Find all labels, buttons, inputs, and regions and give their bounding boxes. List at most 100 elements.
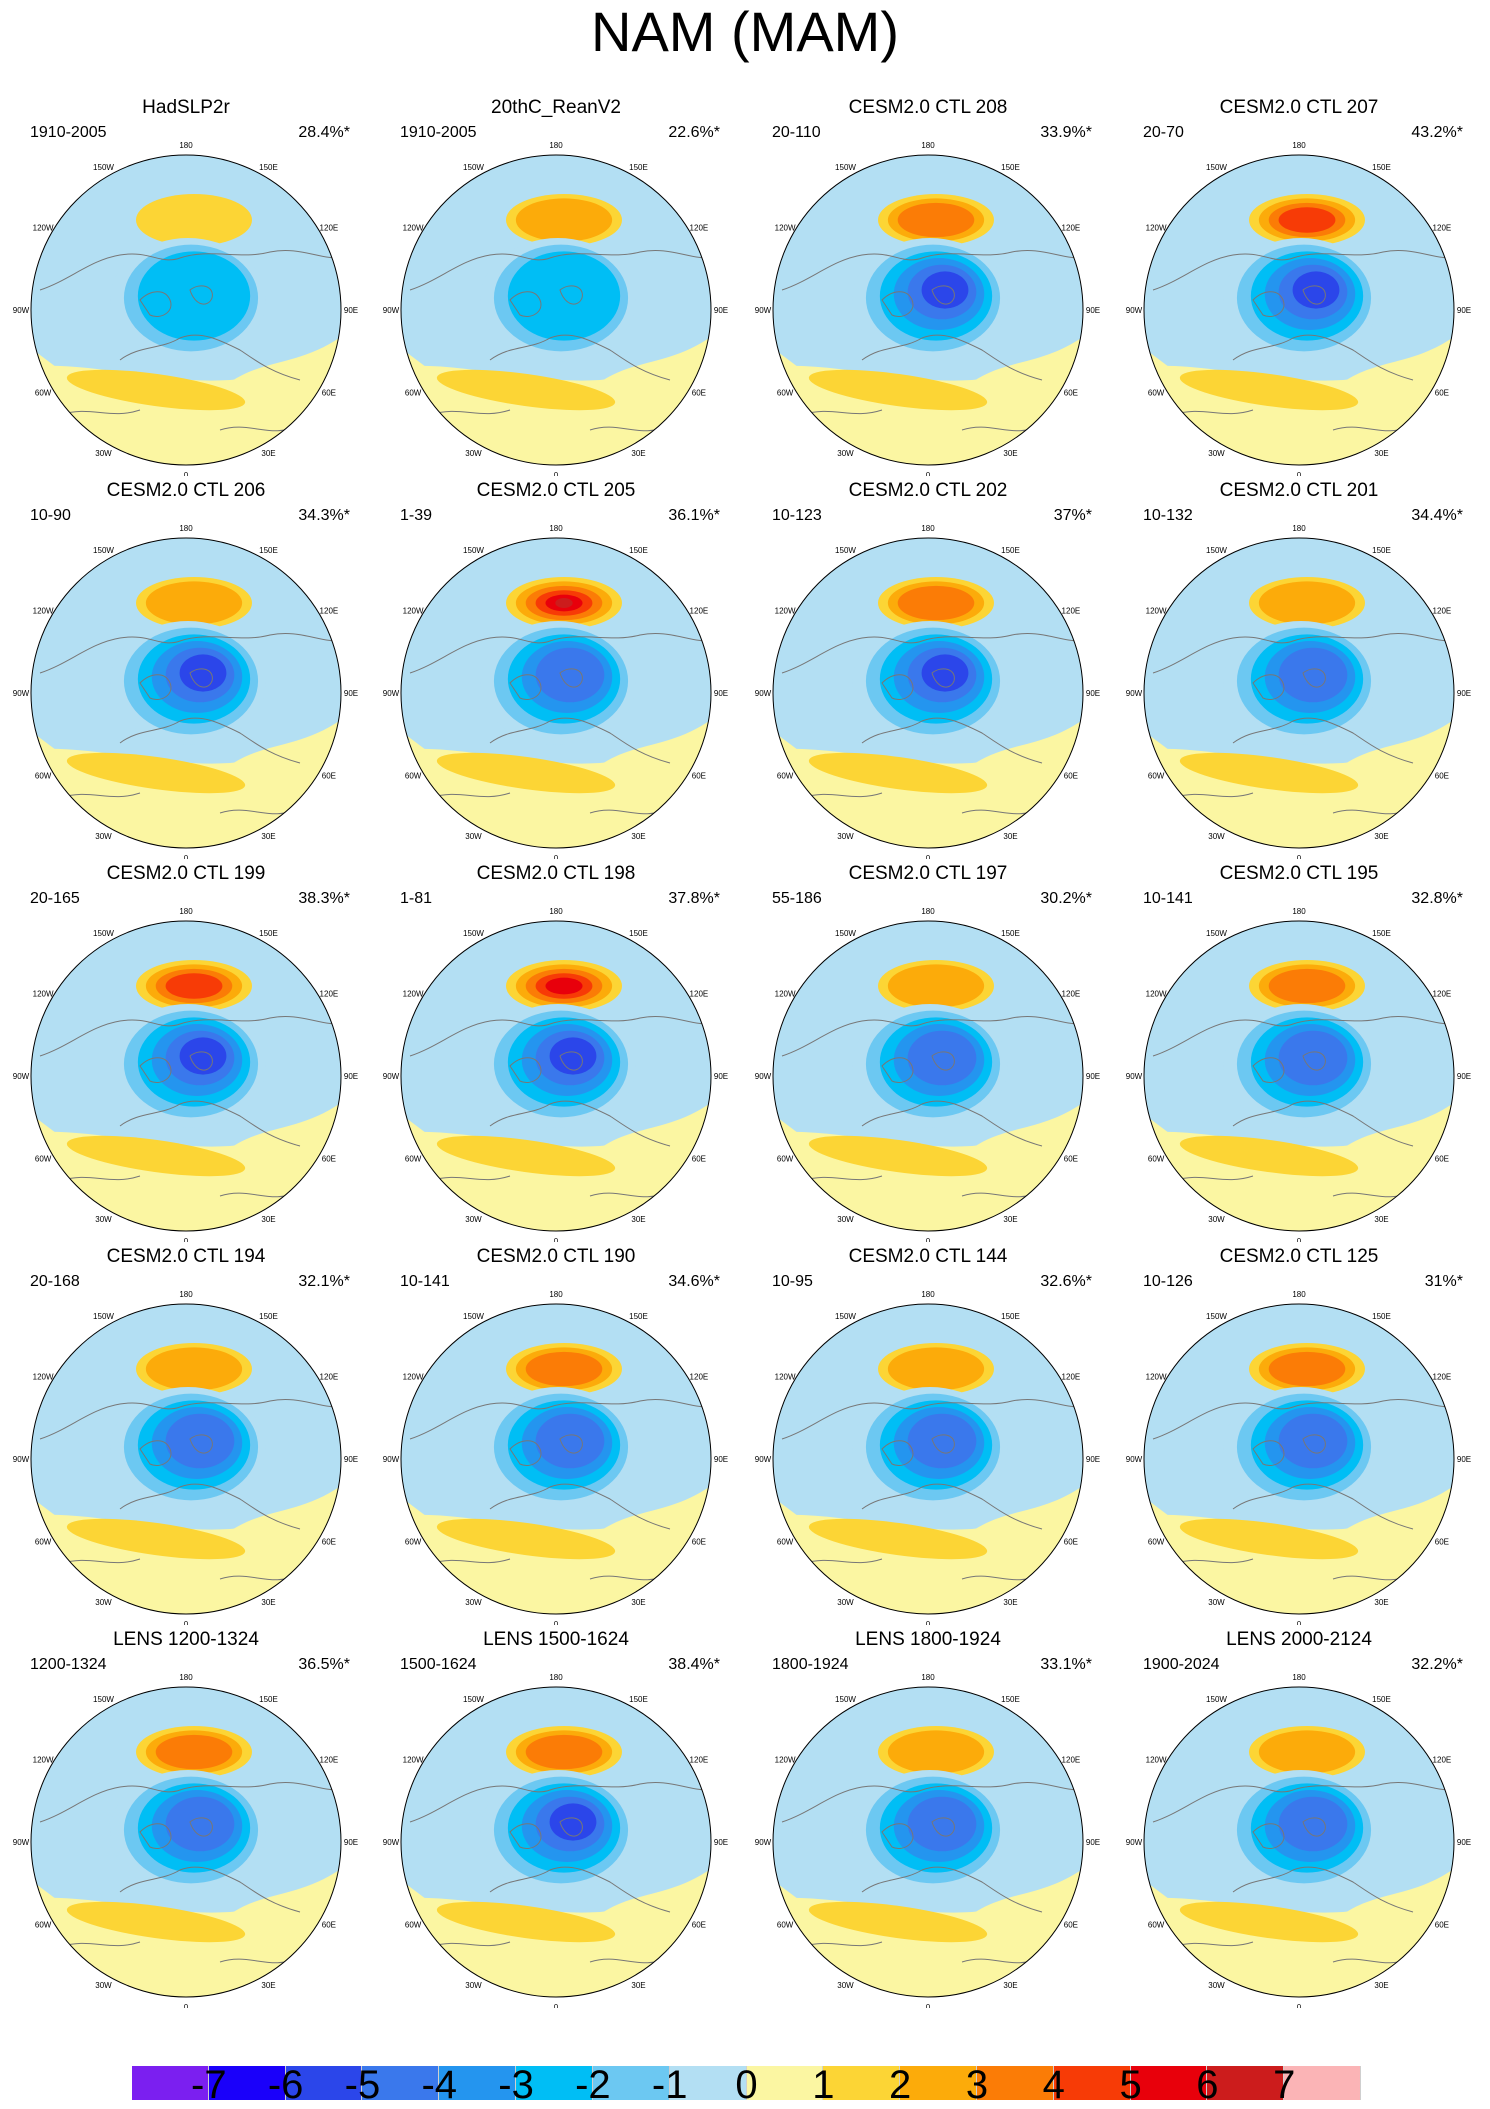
longitude-label: 120E bbox=[1433, 607, 1452, 616]
pacific-positive-contour bbox=[515, 198, 613, 242]
longitude-label: 180 bbox=[921, 141, 935, 150]
pacific-positive-contour bbox=[155, 1734, 233, 1770]
panel-period: 1-81 bbox=[400, 890, 433, 907]
arctic-negative-contour bbox=[921, 271, 969, 309]
panel-period: 20-110 bbox=[772, 124, 821, 141]
longitude-label: 60W bbox=[35, 772, 52, 781]
polar-map: 180 150E 120E 90E 60E 30E 0 30W 60W 90W 120W 150W bbox=[13, 524, 358, 859]
longitude-label: 120E bbox=[320, 607, 339, 616]
coastline bbox=[861, 1483, 1043, 1530]
longitude-label: 60E bbox=[692, 1155, 706, 1164]
longitude-label: 30W bbox=[95, 1598, 112, 1607]
longitude-label: 180 bbox=[179, 141, 193, 150]
atlantic-positive-contour bbox=[1179, 1901, 1359, 1943]
longitude-label: 60W bbox=[405, 1921, 422, 1930]
coastline bbox=[139, 285, 213, 317]
longitude-label: 0 bbox=[184, 471, 189, 476]
longitude-label: 60W bbox=[35, 1921, 52, 1930]
longitude-label: 120W bbox=[403, 1373, 424, 1382]
map-panel: CESM2.0 CTL 199 20-165 38.3%* 180 150E 120E 90… bbox=[0, 862, 372, 1242]
pacific-positive-contour bbox=[545, 977, 583, 995]
coastline bbox=[1152, 633, 1454, 674]
panel-variance: 32.2%* bbox=[1411, 1656, 1463, 1673]
longitude-label: 150E bbox=[629, 546, 648, 555]
panel-variance: 36.5%* bbox=[298, 1656, 350, 1673]
panel-period: 20-168 bbox=[30, 1273, 80, 1290]
coastline bbox=[39, 1782, 341, 1823]
longitude-label: 90E bbox=[714, 1455, 728, 1464]
longitude-label: 90W bbox=[13, 306, 30, 315]
arctic-negative-contour bbox=[535, 647, 605, 703]
longitude-label: 120E bbox=[320, 990, 339, 999]
arctic-negative-contour bbox=[179, 1037, 227, 1075]
longitude-label: 0 bbox=[554, 1237, 559, 1242]
longitude-label: 120W bbox=[33, 607, 54, 616]
panel-variance: 34.3%* bbox=[298, 507, 350, 524]
longitude-label: 180 bbox=[179, 1673, 193, 1682]
colorbar-box bbox=[976, 2066, 1054, 2100]
map-boundary bbox=[1143, 537, 1455, 849]
panel-period: 1910-2005 bbox=[30, 124, 107, 141]
longitude-label: 150W bbox=[463, 1695, 484, 1704]
longitude-label: 150E bbox=[1372, 1312, 1391, 1321]
panel-variance: 37.8%* bbox=[668, 890, 720, 907]
longitude-label: 150W bbox=[93, 163, 114, 172]
coastline bbox=[489, 717, 671, 764]
longitude-label: 120E bbox=[1062, 607, 1081, 616]
colorbar-tick-label: -6 bbox=[267, 2063, 304, 2107]
colorbar-tick-label: -3 bbox=[498, 2063, 534, 2107]
longitude-label: 30W bbox=[95, 1981, 112, 1990]
longitude-label: 150E bbox=[259, 546, 278, 555]
longitude-label: 30E bbox=[1374, 449, 1388, 458]
panel-title: CESM2.0 CTL 190 bbox=[476, 1246, 636, 1267]
arctic-negative-contour bbox=[179, 654, 227, 692]
longitude-label: 90W bbox=[13, 1072, 30, 1081]
atlantic-positive-contour bbox=[1179, 1518, 1359, 1560]
colorbar-tick-label: -5 bbox=[344, 2063, 381, 2107]
map-panel: LENS 1800-1924 1800-1924 33.1%* 180 150E 120E… bbox=[742, 1628, 1114, 2008]
map-boundary bbox=[400, 920, 712, 1232]
longitude-label: 150E bbox=[1372, 1695, 1391, 1704]
colorbar-box bbox=[900, 2066, 977, 2100]
longitude-label: 30W bbox=[95, 1215, 112, 1224]
longitude-label: 150E bbox=[629, 1695, 648, 1704]
colorbar bbox=[132, 2066, 1361, 2100]
longitude-label: 150W bbox=[1206, 1695, 1227, 1704]
longitude-label: 30E bbox=[1003, 1981, 1017, 1990]
longitude-label: 120E bbox=[320, 1373, 339, 1382]
longitude-label: 0 bbox=[1297, 1620, 1302, 1625]
arctic-negative-contour bbox=[907, 1796, 977, 1852]
polar-map: 180 150E 120E 90E 60E 30E 0 30W 60W 90W 120W 150W bbox=[13, 141, 358, 476]
map-panel: LENS 2000-2124 1900-2024 32.2%* 180 150E 120E… bbox=[1113, 1628, 1485, 2008]
longitude-label: 120E bbox=[1062, 1373, 1081, 1382]
longitude-label: 120W bbox=[33, 1373, 54, 1382]
coastline bbox=[1152, 1016, 1454, 1057]
colorbar-tick-label: 1 bbox=[812, 2063, 835, 2107]
longitude-label: 60E bbox=[322, 1155, 336, 1164]
coastline bbox=[881, 668, 955, 700]
colorbar-box bbox=[1207, 2066, 1285, 2100]
longitude-label: 150E bbox=[1372, 546, 1391, 555]
coastline bbox=[119, 1866, 301, 1913]
longitude-label: 150E bbox=[259, 1695, 278, 1704]
longitude-label: 150W bbox=[463, 1312, 484, 1321]
map-boundary bbox=[772, 1303, 1084, 1615]
pacific-positive-contour bbox=[525, 1734, 603, 1770]
panel-period: 1910-2005 bbox=[400, 124, 477, 141]
colorbar-tick-label: 6 bbox=[1196, 2063, 1219, 2107]
longitude-label: 90W bbox=[383, 1072, 400, 1081]
longitude-label: 90W bbox=[1126, 1455, 1143, 1464]
longitude-label: 120E bbox=[690, 1373, 709, 1382]
colorbar-box bbox=[439, 2066, 517, 2100]
longitude-label: 60E bbox=[1435, 772, 1449, 781]
longitude-label: 60W bbox=[405, 1155, 422, 1164]
longitude-label: 120E bbox=[1433, 1373, 1452, 1382]
longitude-label: 90E bbox=[714, 689, 728, 698]
polar-map: 180 150E 120E 90E 60E 30E 0 30W 60W 90W 120W 150W bbox=[755, 141, 1100, 476]
map-panel: LENS 1500-1624 1500-1624 38.4%* 180 150E 120E… bbox=[370, 1628, 742, 2008]
coastline bbox=[1252, 285, 1326, 317]
coastline bbox=[39, 1399, 341, 1440]
arctic-negative-contour bbox=[165, 1796, 235, 1852]
polar-map: 180 150E 120E 90E 60E 30E 0 30W 60W 90W 120W 150W bbox=[13, 1673, 358, 2008]
panel-period: 20-165 bbox=[30, 890, 80, 907]
